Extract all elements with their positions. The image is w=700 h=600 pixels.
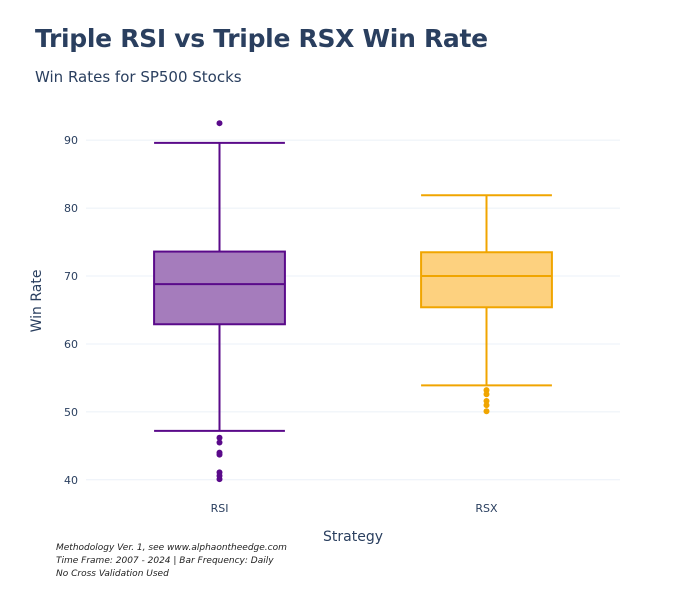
- y-tick-label-50: 50: [64, 406, 78, 419]
- outlier-point: [483, 391, 490, 398]
- x-tick-label-rsx: RSX: [475, 502, 498, 515]
- box-iqr: [420, 251, 553, 309]
- y-tick-label-70: 70: [64, 270, 78, 283]
- x-tick-label-rsi: RSI: [211, 502, 229, 515]
- box-iqr: [153, 250, 286, 326]
- outlier-point: [216, 434, 223, 441]
- box-rsi: [153, 120, 286, 483]
- outlier-point: [216, 120, 223, 127]
- outlier-point: [483, 408, 490, 415]
- footnote-methodology: Methodology Ver. 1, see www.alphaontheed…: [56, 543, 287, 553]
- y-tick-label-60: 60: [64, 338, 78, 351]
- outlier-point: [216, 439, 223, 446]
- footnote-time-frame: Time Frame: 2007 - 2024 | Bar Frequency:…: [56, 556, 274, 566]
- chart-title: Triple RSI vs Triple RSX Win Rate: [35, 24, 488, 53]
- x-axis-title: Strategy: [323, 529, 383, 545]
- y-tick-label-90: 90: [64, 134, 78, 147]
- outlier-point: [216, 476, 223, 483]
- chart-subtitle: Win Rates for SP500 Stocks: [35, 68, 242, 86]
- y-tick-label-80: 80: [64, 202, 78, 215]
- outlier-point: [216, 451, 223, 458]
- y-axis-title: Win Rate: [29, 270, 45, 333]
- outlier-point: [483, 402, 490, 409]
- box-rsx: [420, 194, 553, 415]
- y-tick-label-40: 40: [64, 474, 78, 487]
- footnote-cross-validation: No Cross Validation Used: [56, 569, 169, 579]
